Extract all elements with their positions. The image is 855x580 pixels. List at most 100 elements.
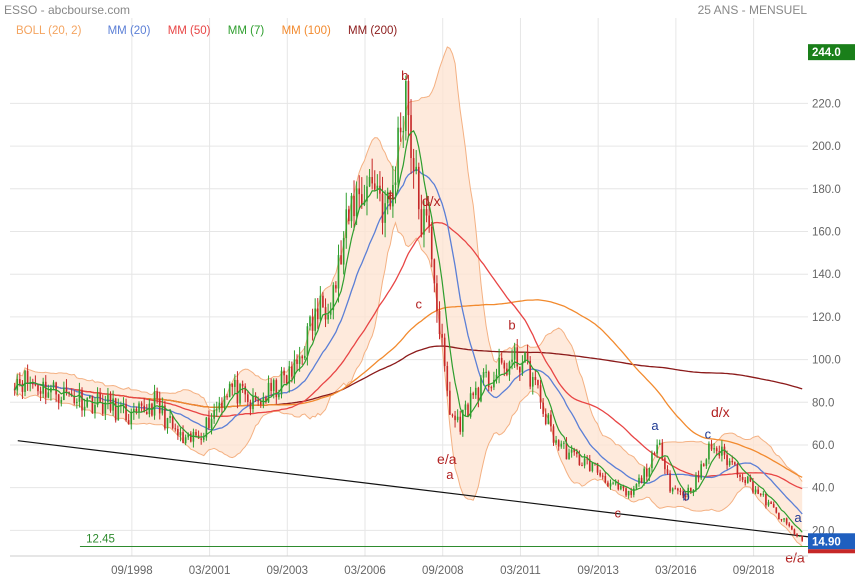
- candle-body: [65, 387, 68, 393]
- candle-body: [26, 370, 29, 384]
- candle-body: [625, 488, 627, 496]
- candle-down: [270, 378, 272, 397]
- candle-down: [241, 380, 244, 393]
- candle-down: [55, 381, 57, 403]
- candle-down: [599, 469, 601, 478]
- candle-body: [86, 398, 89, 407]
- candle-body: [521, 362, 524, 373]
- candle-body: [692, 489, 695, 493]
- price-tag: 14.90: [808, 533, 855, 550]
- candle-up: [728, 458, 731, 467]
- candle-up: [695, 472, 697, 492]
- candle-up: [202, 432, 205, 443]
- y-tick-label: 80.0: [812, 397, 834, 409]
- candle-down: [73, 390, 76, 406]
- candle-body: [138, 403, 140, 412]
- candle-body: [474, 387, 477, 396]
- candle-body: [332, 285, 335, 311]
- candle-body: [21, 383, 24, 392]
- y-tick-label: 120.0: [812, 312, 841, 324]
- candle-body: [555, 440, 557, 443]
- x-tick-label: 03/2006: [344, 565, 386, 577]
- candle-up: [94, 397, 96, 419]
- candle-body: [171, 416, 174, 429]
- candle-down: [544, 408, 547, 426]
- candle-body: [759, 493, 762, 495]
- candle-body: [133, 408, 135, 412]
- candle-down: [275, 378, 278, 404]
- candle-down: [557, 439, 560, 451]
- candle-body: [785, 518, 788, 524]
- candle-up: [493, 371, 495, 391]
- candle-down: [604, 472, 607, 484]
- candle-body: [443, 337, 446, 367]
- candle-body: [340, 255, 342, 265]
- candle-body: [19, 379, 21, 384]
- candle-body: [791, 525, 793, 530]
- candle-up: [42, 377, 44, 398]
- candle-body: [456, 416, 459, 421]
- candle-down: [340, 240, 342, 265]
- wave-label: a: [794, 510, 802, 525]
- candle-up: [638, 474, 640, 487]
- candle-up: [309, 315, 311, 331]
- candle-down: [158, 391, 161, 420]
- candle-body: [101, 403, 104, 414]
- candle-up: [651, 450, 653, 473]
- candle-body: [218, 402, 221, 410]
- candle-down: [316, 298, 319, 329]
- candle-body: [158, 398, 161, 414]
- candle-down: [454, 410, 456, 428]
- candle-up: [83, 398, 86, 417]
- candle-down: [200, 432, 202, 445]
- candle-body: [700, 464, 702, 479]
- candle-down: [443, 333, 446, 372]
- y-tick-label: 140.0: [812, 269, 841, 281]
- candle-body: [234, 379, 236, 387]
- candle-down: [565, 437, 568, 460]
- candle-up: [783, 517, 785, 523]
- wave-label: d/x: [422, 193, 441, 209]
- candle-body: [697, 475, 700, 479]
- candle-down: [689, 487, 692, 494]
- candle-body: [257, 399, 259, 402]
- candle-body: [309, 316, 311, 327]
- candle-body: [537, 380, 539, 386]
- candle-body: [52, 382, 55, 388]
- candle-body: [76, 401, 78, 404]
- candle-down: [666, 465, 669, 476]
- candle-body: [547, 414, 550, 424]
- candle-body: [228, 383, 231, 398]
- candle-body: [788, 523, 791, 526]
- candle-body: [772, 503, 775, 508]
- candle-body: [780, 519, 783, 521]
- candle-body: [731, 460, 734, 463]
- legend-item: MM (7): [228, 25, 265, 37]
- candle-body: [278, 394, 280, 398]
- candle-up: [700, 460, 702, 480]
- wave-label: b: [508, 318, 515, 333]
- candle-body: [270, 382, 272, 391]
- candle-down: [653, 451, 656, 456]
- x-tick-label: 03/2011: [500, 565, 541, 577]
- candle-body: [55, 382, 57, 395]
- candle-up: [754, 486, 757, 495]
- candle-body: [140, 403, 143, 406]
- price-tag-red-marker: [808, 549, 855, 554]
- candle-down: [459, 410, 462, 435]
- candle-body: [752, 481, 754, 493]
- candle-up: [643, 466, 645, 486]
- candle-body: [306, 326, 309, 356]
- candle-up: [366, 175, 368, 216]
- candle-up: [456, 409, 459, 423]
- candle-body: [135, 408, 138, 412]
- candle-body: [609, 483, 612, 487]
- candle-body: [24, 370, 26, 392]
- candle-down: [438, 301, 441, 340]
- candle-body: [638, 477, 640, 484]
- candle-body: [677, 488, 679, 491]
- candle-down: [143, 397, 146, 413]
- candle-body: [658, 442, 661, 445]
- candle-body: [88, 395, 91, 399]
- candle-body: [202, 437, 205, 440]
